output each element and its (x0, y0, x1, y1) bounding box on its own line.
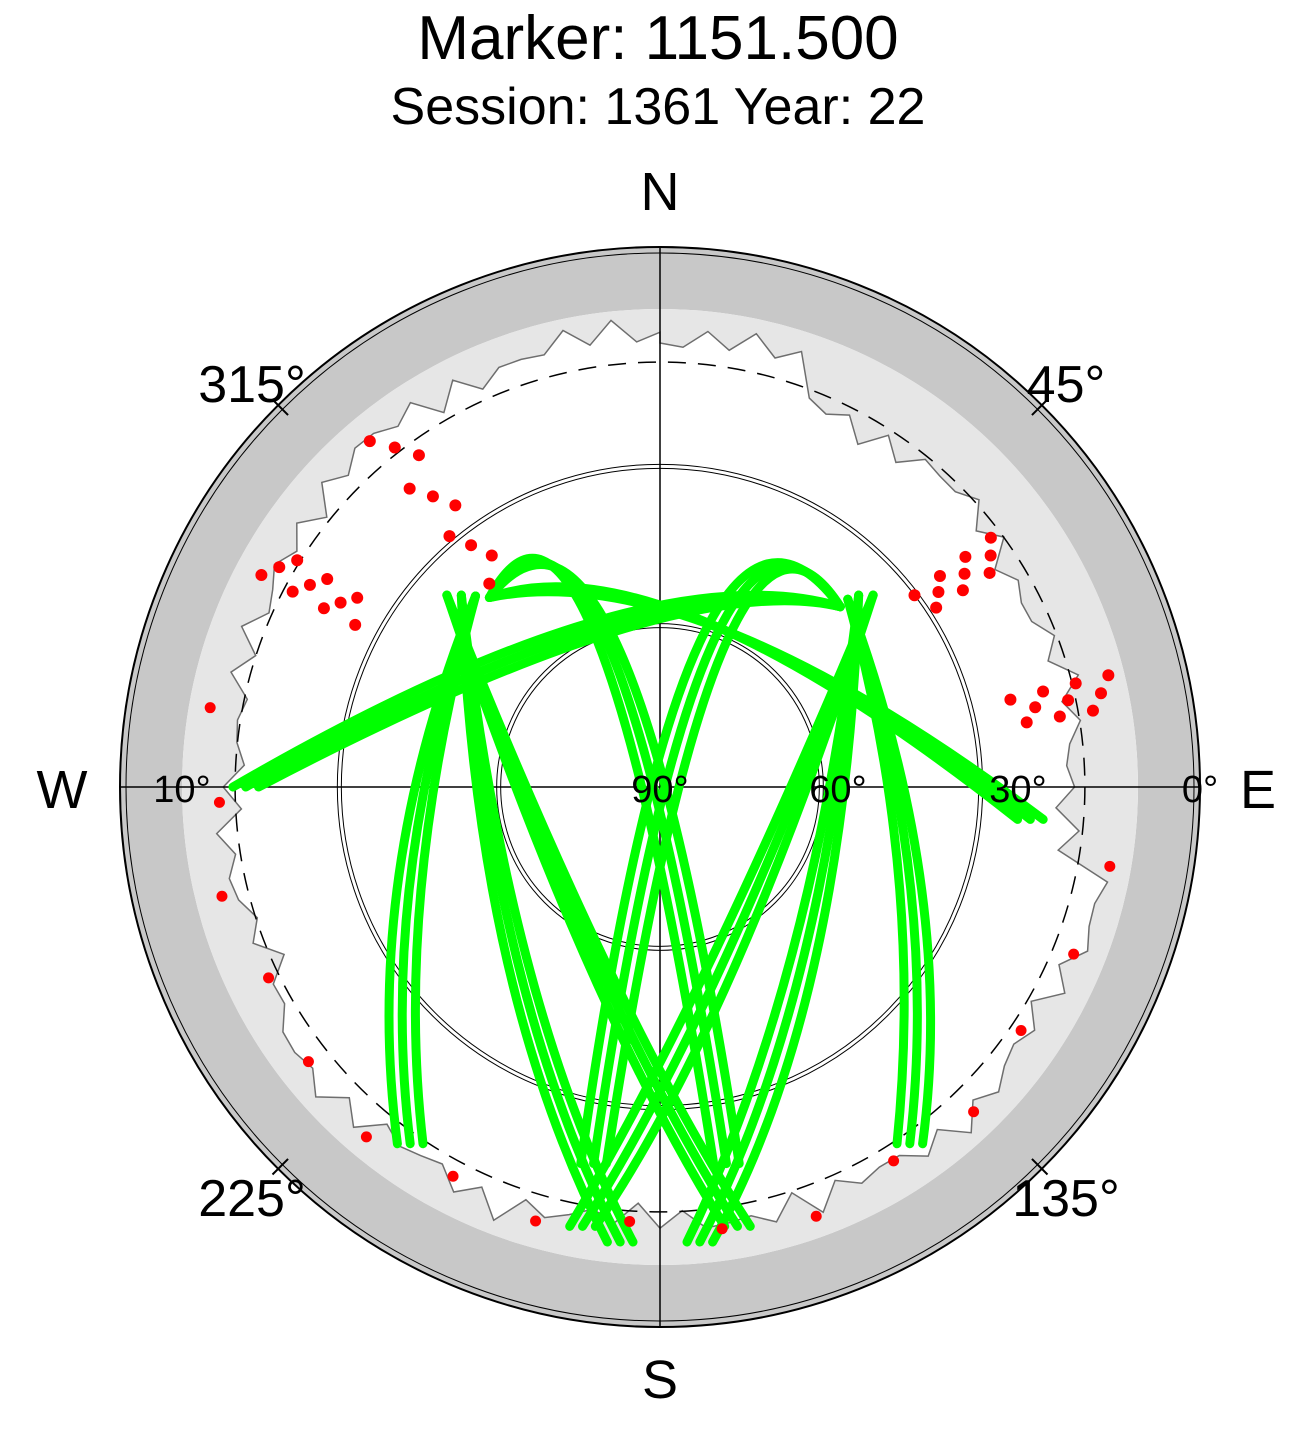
flagged-point-0-7 (465, 539, 478, 552)
flagged-point-1-7 (334, 596, 347, 609)
flagged-point-0-6 (443, 530, 456, 543)
satellite-track-9-2 (590, 590, 878, 1231)
flagged-point-1-6 (317, 602, 330, 615)
flagged-point-3-3 (1069, 677, 1082, 690)
flagged-point-3-8 (1020, 716, 1033, 729)
flagged-point-3-0 (1102, 669, 1115, 682)
satellite-track-8-2 (708, 590, 864, 1247)
azimuth-tick-135 (1031, 1158, 1049, 1176)
satellite-track-4-2 (442, 590, 755, 1231)
flagged-endpoint-256 (216, 890, 228, 902)
flagged-point-1-0 (255, 569, 268, 582)
flagged-point-0-0 (363, 435, 376, 448)
flagged-endpoint-196 (530, 1215, 542, 1227)
azimuth-label-45: 45° (1027, 356, 1106, 414)
flagged-point-2-5 (956, 584, 969, 597)
flagged-endpoint-172 (716, 1223, 728, 1235)
flagged-endpoint-244 (263, 972, 275, 984)
satellite-tracks (228, 553, 1048, 1247)
flagged-endpoint-100 (1104, 860, 1116, 872)
flagged-point-2-6 (933, 570, 946, 583)
satellite-track-9-1 (578, 590, 878, 1231)
flagged-observations (204, 435, 1116, 1235)
flagged-point-1-9 (349, 618, 362, 631)
flagged-point-0-4 (426, 490, 439, 503)
satellite-track-9-0 (565, 590, 878, 1231)
flagged-point-2-8 (930, 601, 943, 614)
flagged-endpoint-184 (624, 1215, 636, 1227)
satellite-track-6-2 (601, 564, 845, 1169)
flagged-point-0-1 (388, 441, 401, 454)
elevation-label-0: 0° (1182, 769, 1218, 811)
azimuth-tick-45 (1031, 398, 1049, 416)
flagged-endpoint-136 (968, 1106, 980, 1118)
flagged-point-3-6 (1037, 685, 1050, 698)
flagged-point-1-8 (351, 591, 364, 604)
satellite-track-7-2 (843, 594, 936, 1149)
flagged-endpoint-160 (810, 1210, 822, 1222)
flagged-point-0-5 (449, 499, 462, 512)
flagged-point-2-1 (984, 549, 997, 562)
flagged-point-1-3 (286, 585, 299, 598)
flagged-point-1-2 (291, 554, 304, 567)
direction-south-label: S (642, 1350, 678, 1410)
direction-west-label: W (37, 760, 88, 820)
azimuth-tick-225 (271, 1158, 289, 1176)
direction-north-label: N (641, 162, 680, 222)
flagged-endpoint-220 (360, 1131, 372, 1143)
elevation-label-90: 90° (631, 769, 688, 811)
flagged-endpoint-148 (888, 1155, 900, 1167)
flagged-point-0-8 (485, 549, 498, 562)
flagged-point-3-9 (1004, 693, 1017, 706)
flagged-endpoint-208 (447, 1170, 459, 1182)
flagged-endpoint-232 (302, 1056, 314, 1068)
flagged-point-2-4 (958, 567, 971, 580)
flagged-point-1-1 (273, 561, 286, 574)
flagged-endpoint-112 (1068, 948, 1080, 960)
flagged-point-2-7 (932, 586, 945, 599)
flagged-point-2-9 (908, 589, 921, 602)
chart-subtitle: Session: 1361 Year: 22 (390, 78, 926, 136)
flagged-endpoint-268 (213, 796, 225, 808)
flagged-point-2-2 (983, 566, 996, 579)
flagged-point-3-2 (1086, 704, 1099, 717)
flagged-endpoint-280 (204, 702, 216, 714)
chart-title: Marker: 1151.500 (417, 4, 899, 73)
flagged-point-3-1 (1095, 687, 1108, 700)
flagged-point-3-7 (1029, 701, 1042, 714)
azimuth-label-225: 225° (198, 1170, 306, 1228)
flagged-point-2-3 (959, 550, 972, 563)
skyplot-labels: N E S W 45° 135° 225° 315° 0° 30° 60° 90… (37, 162, 1277, 1410)
flagged-endpoint-124 (1015, 1025, 1027, 1037)
azimuth-tick-315 (271, 398, 289, 416)
elevation-label-10: 10° (153, 769, 210, 811)
flagged-point-0-9 (483, 577, 496, 590)
direction-east-label: E (1240, 760, 1276, 820)
flagged-point-0-3 (403, 482, 416, 495)
flagged-point-1-5 (321, 573, 334, 586)
azimuth-label-135: 135° (1012, 1170, 1120, 1228)
azimuth-label-315: 315° (198, 356, 306, 414)
flagged-point-0-2 (412, 449, 425, 462)
flagged-point-3-4 (1062, 694, 1075, 707)
flagged-point-2-0 (984, 531, 997, 544)
elevation-label-30: 30° (989, 769, 1046, 811)
elevation-label-60: 60° (809, 769, 866, 811)
flagged-point-1-4 (303, 578, 316, 591)
flagged-point-3-5 (1053, 710, 1066, 723)
satellite-track-5-2 (254, 596, 845, 792)
